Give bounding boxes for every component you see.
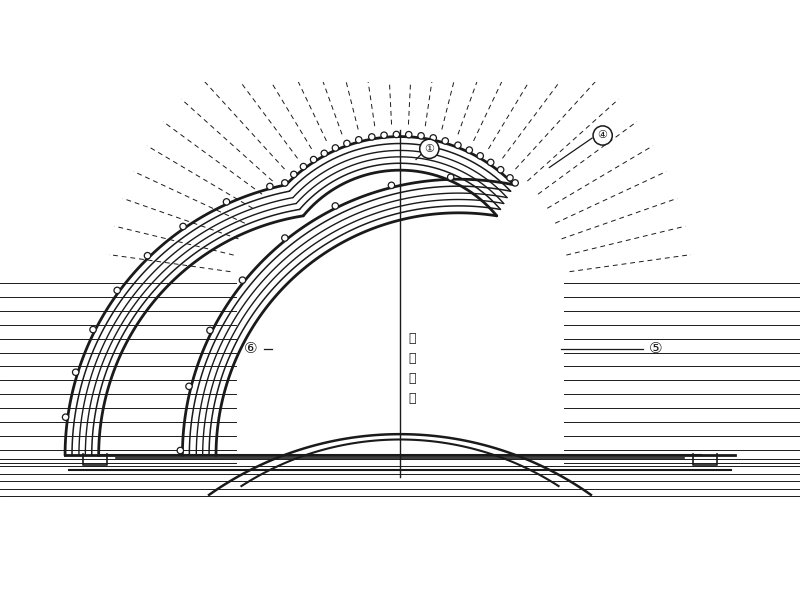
Circle shape — [593, 126, 612, 145]
Circle shape — [321, 150, 327, 157]
Circle shape — [177, 447, 183, 454]
Circle shape — [381, 132, 387, 138]
Circle shape — [239, 277, 246, 283]
Circle shape — [223, 199, 230, 205]
Circle shape — [477, 152, 483, 159]
Circle shape — [466, 147, 473, 153]
Circle shape — [310, 157, 317, 163]
Circle shape — [73, 369, 79, 375]
Text: 隧: 隧 — [408, 332, 415, 345]
Text: 中: 中 — [408, 372, 415, 385]
Circle shape — [344, 140, 350, 147]
Circle shape — [300, 163, 306, 170]
Circle shape — [332, 203, 338, 209]
Circle shape — [369, 134, 375, 140]
Circle shape — [487, 159, 494, 165]
Circle shape — [144, 252, 150, 259]
Circle shape — [266, 183, 273, 190]
Circle shape — [282, 235, 288, 241]
Circle shape — [332, 145, 338, 151]
Circle shape — [447, 174, 454, 180]
Circle shape — [512, 180, 518, 186]
Circle shape — [114, 287, 120, 294]
Circle shape — [388, 182, 394, 189]
Text: ⑤: ⑤ — [649, 342, 663, 356]
Circle shape — [406, 131, 412, 138]
Circle shape — [454, 142, 461, 148]
Circle shape — [498, 167, 504, 173]
Circle shape — [90, 326, 96, 333]
Text: 线: 线 — [408, 392, 415, 405]
Circle shape — [420, 139, 439, 158]
Text: ①: ① — [424, 144, 434, 154]
Circle shape — [186, 383, 192, 389]
Circle shape — [418, 132, 424, 139]
Circle shape — [180, 223, 186, 230]
Text: 道: 道 — [408, 352, 415, 365]
Circle shape — [290, 171, 297, 177]
Circle shape — [393, 131, 399, 138]
Circle shape — [282, 180, 288, 186]
Text: ④: ④ — [598, 131, 608, 141]
Circle shape — [355, 137, 362, 143]
Circle shape — [206, 327, 213, 333]
Circle shape — [507, 175, 514, 181]
Circle shape — [442, 138, 449, 144]
Circle shape — [62, 414, 69, 420]
Text: ⑥: ⑥ — [244, 342, 258, 356]
Circle shape — [430, 135, 437, 141]
